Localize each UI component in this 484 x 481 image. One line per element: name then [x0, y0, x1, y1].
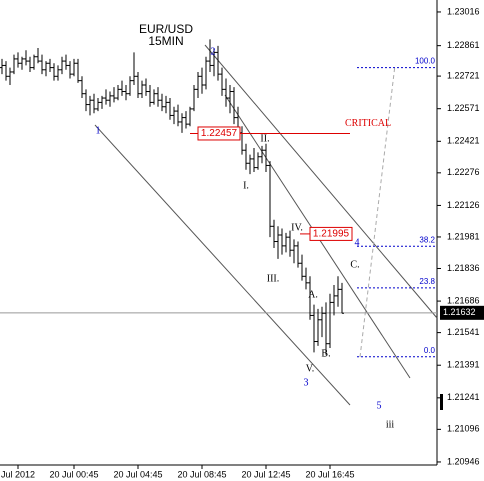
wave-label: III. [267, 273, 280, 284]
y-tick-label: 1.21541 [447, 327, 480, 337]
x-tick-label: Jul 2012 [1, 469, 35, 479]
x-tick-label: 20 Jul 16:45 [305, 469, 354, 479]
wave-label: I. [243, 180, 249, 191]
fib-label: 0.0 [424, 346, 436, 355]
level-box [309, 226, 353, 241]
fib-label: 100.0 [415, 57, 436, 66]
fib-label: 23.8 [419, 277, 435, 286]
channel-line [204, 44, 438, 319]
wave-label: C. [350, 259, 359, 270]
level-label: 1.22457 [201, 128, 238, 139]
chart-subtitle: 15MIN [148, 34, 183, 48]
y-tick-label: 1.21391 [447, 360, 480, 370]
y-tick-label: 1.21096 [447, 424, 480, 434]
x-tick-label: 20 Jul 12:45 [241, 469, 290, 479]
wave-label: 2 [211, 46, 216, 57]
y-tick-label: 1.22276 [447, 167, 480, 177]
wave-label: 3 [304, 377, 309, 388]
fib-label: 38.2 [419, 235, 435, 244]
last-price-label: 1.21632 [443, 307, 476, 317]
y-tick-label: 1.23016 [447, 6, 480, 16]
y-tick-label: 1.21241 [447, 392, 480, 402]
wave-label: II. [260, 133, 269, 144]
wave-label: A. [308, 289, 318, 300]
wave-label: V. [306, 363, 314, 374]
y-tick-label: 1.22721 [447, 70, 480, 80]
level-note: CRITICAL [345, 118, 391, 129]
channel-line [94, 124, 351, 406]
wave-label: IV. [291, 222, 303, 233]
y-tick-label: 1.21981 [447, 231, 480, 241]
x-tick-label: 20 Jul 00:45 [49, 469, 98, 479]
wave-label: 4 [355, 237, 360, 248]
wave-label: iii [386, 419, 395, 430]
y-tick-label: 1.22861 [447, 40, 480, 50]
y-tick-label: 1.21836 [447, 263, 480, 273]
y-tick-label: 1.22421 [447, 136, 480, 146]
marker [440, 394, 443, 410]
y-tick-label: 1.20946 [447, 456, 480, 466]
level-box [197, 126, 241, 141]
y-tick-label: 1.22571 [447, 103, 480, 113]
level-label: 1.21995 [313, 229, 350, 240]
y-tick-label: 1.22126 [447, 200, 480, 210]
chart-title: EUR/USD [139, 22, 193, 36]
x-tick-label: 20 Jul 04:45 [113, 469, 162, 479]
wave-label: B. [321, 348, 330, 359]
last-price-box [440, 305, 484, 320]
wave-label: 1 [96, 125, 101, 136]
projection-line [359, 64, 396, 358]
y-tick-label: 1.21686 [447, 295, 480, 305]
wave-label: 5 [377, 400, 382, 411]
x-tick-label: 20 Jul 08:45 [177, 469, 226, 479]
